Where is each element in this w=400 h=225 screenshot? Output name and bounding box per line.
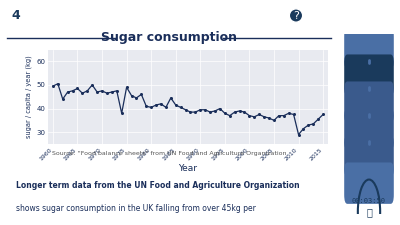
Text: Longer term data from the UN Food and Agriculture Organization: Longer term data from the UN Food and Ag… (16, 181, 300, 190)
Text: ⊞: ⊞ (352, 9, 360, 19)
Text: ≡: ≡ (375, 9, 385, 22)
FancyBboxPatch shape (344, 135, 394, 177)
FancyBboxPatch shape (344, 54, 394, 96)
Circle shape (0, 6, 144, 25)
Text: shows sugar consumption in the UK falling from over 45kg per: shows sugar consumption in the UK fallin… (16, 204, 256, 213)
FancyBboxPatch shape (344, 108, 394, 150)
Text: ‹›: ‹› (324, 11, 332, 20)
Text: ?: ? (293, 11, 299, 20)
Text: Source: "Food balance sheets" from UN Food and Agriculture Organization: Source: "Food balance sheets" from UN Fo… (52, 151, 286, 156)
Text: Sugar consumption: Sugar consumption (101, 31, 237, 44)
Y-axis label: sugar / capita / year (kg): sugar / capita / year (kg) (26, 55, 32, 138)
FancyBboxPatch shape (344, 81, 394, 123)
Text: 4: 4 (12, 9, 20, 22)
FancyBboxPatch shape (344, 27, 394, 69)
X-axis label: Year: Year (178, 164, 198, 173)
FancyBboxPatch shape (344, 162, 394, 204)
Text: ⏸: ⏸ (366, 207, 372, 217)
Text: 00:03:50: 00:03:50 (352, 198, 386, 204)
